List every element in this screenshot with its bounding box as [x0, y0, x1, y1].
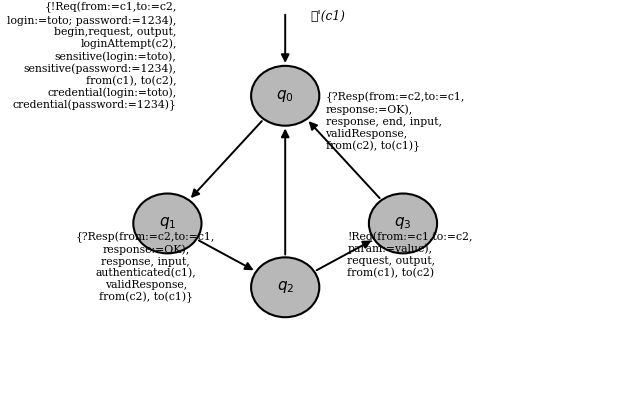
- Text: {?Resp(from:=c2,to:=c1,
response:=OK),
response, input,
authenticated(c1),
valid: {?Resp(from:=c2,to:=c1, response:=OK), r…: [76, 231, 215, 303]
- Text: $q_3$: $q_3$: [394, 215, 412, 231]
- Text: $q_2$: $q_2$: [277, 279, 294, 295]
- Text: {?Resp(from:=c2,to:=c1,
response:=OK),
response, end, input,
validResponse,
from: {?Resp(from:=c2,to:=c1, response:=OK), r…: [326, 92, 465, 152]
- Text: !Req(from:=c1,to:=c2,
param:=value),
request, output,
from(c1), to(c2): !Req(from:=c1,to:=c2, param:=value), req…: [347, 231, 472, 278]
- Ellipse shape: [369, 194, 437, 253]
- Text: ℒ'(c1): ℒ'(c1): [310, 10, 345, 23]
- Text: $q_1$: $q_1$: [159, 215, 176, 231]
- Text: {!Req(from:=c1,to:=c2,
login:=toto; password:=1234),
begin,request, output,
logi: {!Req(from:=c1,to:=c2, login:=toto; pass…: [7, 2, 177, 111]
- Ellipse shape: [251, 66, 319, 126]
- Ellipse shape: [133, 194, 202, 253]
- Ellipse shape: [251, 257, 319, 317]
- Text: $q_0$: $q_0$: [277, 88, 294, 104]
